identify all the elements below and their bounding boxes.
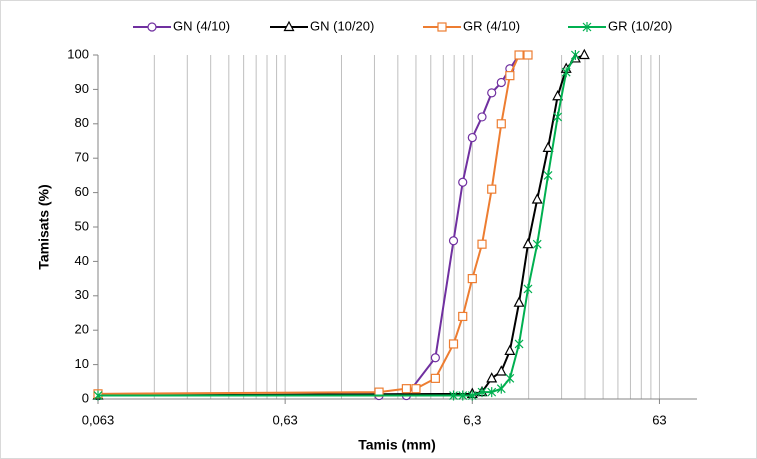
marker [553,111,563,122]
marker [513,296,525,307]
marker [477,239,487,249]
marker [487,88,497,98]
marker [477,387,487,398]
marker [487,184,497,194]
x-tick-label: 63 [652,412,666,427]
x-tick-label: 0,63 [272,412,297,427]
x-axis-title: Tamis (mm) [358,437,436,453]
y-tick-label: 40 [75,253,89,268]
marker [458,390,468,401]
marker [543,170,553,181]
marker [448,339,459,349]
marker [570,50,580,60]
marker [505,373,515,384]
marker [496,383,506,394]
marker [487,387,497,398]
marker [477,112,487,122]
legend-label: GR (4/10) [463,18,520,33]
marker [401,384,411,394]
marker [93,390,103,401]
marker [467,274,477,284]
marker [496,77,506,88]
marker [496,119,506,129]
marker [514,50,524,60]
legend-label: GN (4/10) [173,18,230,33]
marker [561,67,571,78]
y-tick-label: 20 [75,322,89,337]
marker [532,239,542,250]
marker [582,22,592,32]
y-tick-label: 50 [75,218,89,233]
y-tick-label: 10 [75,356,89,371]
marker [467,390,477,401]
marker [504,344,516,355]
marker [486,372,498,383]
x-tick-label: 6,3 [463,412,481,427]
marker [522,237,534,249]
marker [448,236,459,246]
marker [552,89,564,101]
marker [523,50,533,60]
y-tick-label: 70 [75,150,89,165]
marker [514,338,524,349]
marker [437,22,447,32]
marker [430,353,440,363]
marker [458,177,468,187]
marker [147,22,157,32]
marker [283,20,295,32]
y-tick-label: 80 [75,115,89,130]
marker [531,193,543,204]
marker [542,141,554,152]
legend-label: GN (10/20) [310,18,374,33]
y-tick-label: 90 [75,81,89,96]
marker [430,373,440,383]
x-tick-label: 0,063 [82,412,115,427]
marker [449,390,458,401]
legend: GN (4/10) GN (10/20) GR (4/10) GR (10/20) [133,18,672,33]
marker [505,71,515,81]
y-axis-title: Tamisats (%) [36,184,52,269]
y-tick-label: 30 [75,287,89,302]
marker [467,132,477,143]
marker [523,283,533,294]
y-tick-label: 100 [67,46,89,61]
legend-label: GR (10/20) [608,18,672,33]
y-tick-label: 60 [75,184,89,199]
y-tick-label: 0 [82,390,89,405]
marker [578,48,590,60]
marker [495,365,507,376]
marker [458,311,468,322]
marker [411,384,421,394]
